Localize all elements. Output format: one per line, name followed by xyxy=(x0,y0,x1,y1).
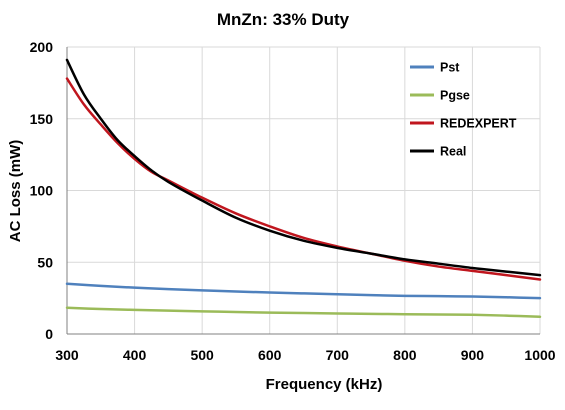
x-tick-label: 600 xyxy=(258,347,282,363)
legend-label-real: Real xyxy=(440,145,466,159)
x-tick-label: 400 xyxy=(123,347,147,363)
gridlines xyxy=(67,46,541,334)
x-tick-label: 1000 xyxy=(524,347,555,363)
chart-title: MnZn: 33% Duty xyxy=(217,10,350,29)
y-tick-label: 200 xyxy=(30,39,54,55)
x-tick-label: 900 xyxy=(461,347,485,363)
legend-label-pst: Pst xyxy=(440,61,460,75)
x-tick-label: 800 xyxy=(393,347,417,363)
y-tick-label: 150 xyxy=(30,111,54,127)
series-line-real xyxy=(65,58,542,277)
legend: Pst Pgse REDEXPERT Real xyxy=(410,61,517,159)
y-tick-label: 100 xyxy=(30,183,54,199)
series-line-redexpert xyxy=(65,77,542,281)
axes: 0 50 100 150 200 300 400 500 600 700 800 900 1000 xyxy=(30,39,556,363)
x-tick-label: 700 xyxy=(326,347,350,363)
legend-label-pgse: Pgse xyxy=(440,89,470,103)
series-lines xyxy=(65,58,542,319)
y-axis-title: AC Loss (mW) xyxy=(7,140,24,243)
series-line-pst xyxy=(65,282,542,300)
x-axis-title: Frequency (kHz) xyxy=(266,376,383,393)
series-line-pgse xyxy=(65,306,542,319)
x-tick-label: 300 xyxy=(55,347,79,363)
y-tick-label: 0 xyxy=(45,326,53,342)
legend-label-redexpert: REDEXPERT xyxy=(440,117,517,131)
y-tick-label: 50 xyxy=(37,254,53,270)
x-tick-label: 500 xyxy=(190,347,214,363)
